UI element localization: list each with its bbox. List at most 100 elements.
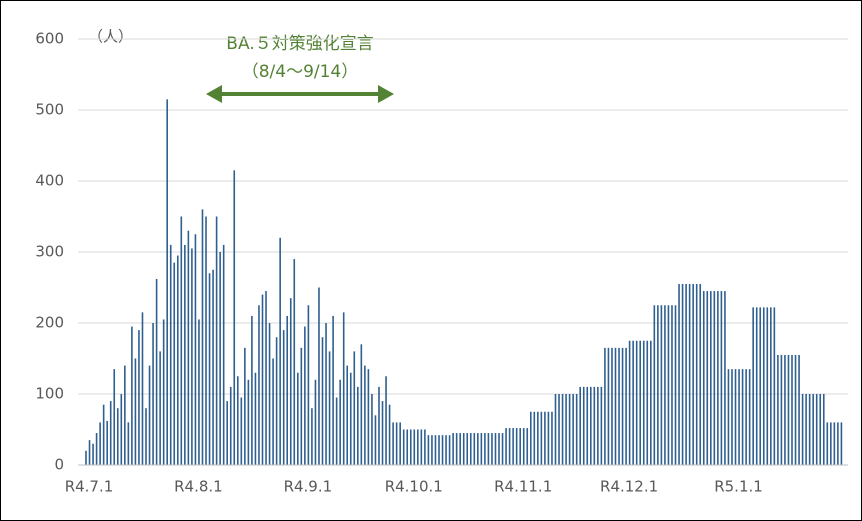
bar (678, 283, 680, 465)
bar (138, 330, 140, 465)
bar (420, 429, 423, 465)
bar (378, 386, 380, 465)
bar (582, 386, 585, 465)
bar (798, 354, 800, 465)
bar (558, 394, 560, 465)
bar (713, 291, 716, 465)
bar (176, 255, 179, 465)
bar (332, 315, 334, 465)
bar (159, 351, 161, 465)
bar (660, 305, 663, 465)
bar (628, 340, 631, 465)
bar (537, 411, 539, 465)
bar (681, 283, 684, 465)
bar (766, 307, 769, 465)
bar (402, 429, 405, 465)
bar (572, 394, 574, 465)
bar (625, 347, 627, 465)
bar (166, 99, 168, 465)
bar (180, 216, 183, 465)
bar (251, 315, 253, 465)
bar (738, 369, 740, 465)
bar (759, 307, 762, 465)
bar (791, 354, 793, 465)
bar (819, 394, 822, 465)
bar (840, 422, 843, 465)
bar (371, 394, 373, 465)
bar (187, 230, 190, 465)
bar (575, 394, 578, 465)
bar (92, 443, 94, 465)
x-tick-label: R4.8.1 (174, 478, 223, 496)
bar (515, 428, 518, 465)
bar (731, 369, 733, 465)
bar (120, 394, 123, 465)
bar (815, 394, 818, 465)
bar (477, 433, 479, 465)
bar (364, 365, 366, 465)
bar (300, 347, 303, 465)
bar (741, 369, 744, 465)
bar (173, 262, 176, 465)
bar (498, 433, 500, 465)
bar (321, 337, 324, 465)
bar (611, 347, 613, 465)
bar (770, 307, 772, 465)
bar (99, 422, 101, 465)
y-tick-label: 400 (35, 172, 64, 190)
bar (720, 291, 723, 465)
bar (342, 312, 345, 465)
bar (604, 347, 606, 465)
bar (826, 422, 829, 465)
bar (762, 307, 765, 465)
bar (427, 435, 430, 465)
bar (293, 259, 296, 465)
bar (438, 435, 440, 465)
bar (568, 394, 571, 465)
bar (258, 305, 260, 465)
bar (579, 386, 581, 465)
arrow-head (206, 85, 222, 103)
bar (318, 287, 320, 465)
bar (367, 369, 370, 465)
bar (424, 429, 426, 465)
bar (632, 340, 634, 465)
bar (607, 347, 610, 465)
bar (247, 379, 250, 465)
bar (462, 433, 465, 465)
bar (773, 307, 776, 465)
bar (448, 435, 451, 465)
bar (830, 422, 832, 465)
bar (254, 372, 257, 465)
bar (95, 433, 98, 465)
bar (618, 347, 620, 465)
bar (801, 394, 804, 465)
bar (109, 401, 112, 465)
bar (374, 415, 377, 465)
bar (526, 428, 529, 465)
bar (212, 269, 214, 465)
bar (473, 433, 476, 465)
bar (505, 428, 507, 465)
bar (695, 283, 698, 465)
bar (642, 340, 645, 465)
bar (597, 386, 599, 465)
bar (116, 408, 119, 465)
bar (339, 379, 341, 465)
bar (639, 340, 642, 465)
bar (621, 347, 624, 465)
bar (635, 340, 638, 465)
bar (554, 394, 557, 465)
bar (226, 401, 228, 465)
bar (219, 252, 221, 465)
y-tick-label: 100 (35, 385, 64, 403)
bar (233, 170, 236, 465)
bar (162, 319, 165, 465)
bar (85, 450, 87, 465)
bar (205, 216, 207, 465)
bar (833, 422, 836, 465)
bar (194, 234, 197, 465)
bar (152, 323, 154, 465)
bar (551, 411, 553, 465)
bar (808, 394, 811, 465)
